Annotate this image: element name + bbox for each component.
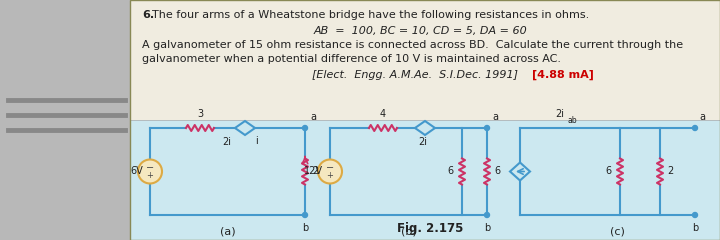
Text: 12V: 12V	[304, 166, 323, 175]
Text: 6.: 6.	[142, 10, 154, 20]
Text: b: b	[302, 223, 308, 233]
Text: i: i	[256, 136, 258, 146]
Text: ab: ab	[567, 116, 577, 125]
Bar	[130, 0, 720, 240]
Circle shape	[302, 126, 307, 131]
Text: 2i: 2i	[556, 109, 564, 119]
Text: 2: 2	[312, 167, 318, 176]
Text: 2i: 2i	[418, 137, 428, 147]
Text: AB  =  100, BC = 10, CD = 5, DA = 60: AB = 100, BC = 10, CD = 5, DA = 60	[313, 26, 527, 36]
Text: 6: 6	[494, 167, 500, 176]
Circle shape	[485, 212, 490, 217]
Text: 4: 4	[380, 109, 386, 119]
Text: 6: 6	[447, 167, 453, 176]
Circle shape	[693, 126, 698, 131]
Text: a: a	[699, 112, 705, 122]
Text: A galvanometer of 15 ohm resistance is connected across BD.  Calculate the curre: A galvanometer of 15 ohm resistance is c…	[142, 40, 683, 50]
Circle shape	[693, 212, 698, 217]
Text: (a): (a)	[220, 227, 235, 237]
Text: a: a	[492, 112, 498, 122]
Text: [Elect.  Engg. A.M.Ae.  S.I.Dec. 1991]: [Elect. Engg. A.M.Ae. S.I.Dec. 1991]	[312, 70, 518, 80]
Text: 6: 6	[605, 167, 611, 176]
Text: The four arms of a Wheatstone bridge have the following resistances in ohms.: The four arms of a Wheatstone bridge hav…	[152, 10, 589, 20]
Bar	[0, 0, 130, 240]
Circle shape	[302, 212, 307, 217]
Text: 2i: 2i	[222, 137, 232, 147]
Text: −: −	[326, 162, 334, 173]
Text: (b): (b)	[400, 227, 416, 237]
Circle shape	[485, 126, 490, 131]
Circle shape	[138, 160, 162, 184]
Circle shape	[318, 160, 342, 184]
Text: galvanometer when a potential difference of 10 V is maintained across AC.: galvanometer when a potential difference…	[142, 54, 561, 64]
Text: +: +	[147, 171, 153, 180]
Text: a: a	[310, 112, 316, 122]
Bar	[130, 120, 720, 240]
Text: (c): (c)	[610, 227, 625, 237]
Text: 3: 3	[197, 109, 203, 119]
Text: 2: 2	[667, 167, 673, 176]
Text: +: +	[327, 171, 333, 180]
Text: [4.88 mA]: [4.88 mA]	[532, 70, 594, 80]
Text: −: −	[146, 162, 154, 173]
Bar	[130, 0, 720, 120]
Text: 6V: 6V	[130, 166, 143, 175]
Text: b: b	[692, 223, 698, 233]
Text: Fig. 2.175: Fig. 2.175	[397, 222, 463, 235]
Text: b: b	[484, 223, 490, 233]
